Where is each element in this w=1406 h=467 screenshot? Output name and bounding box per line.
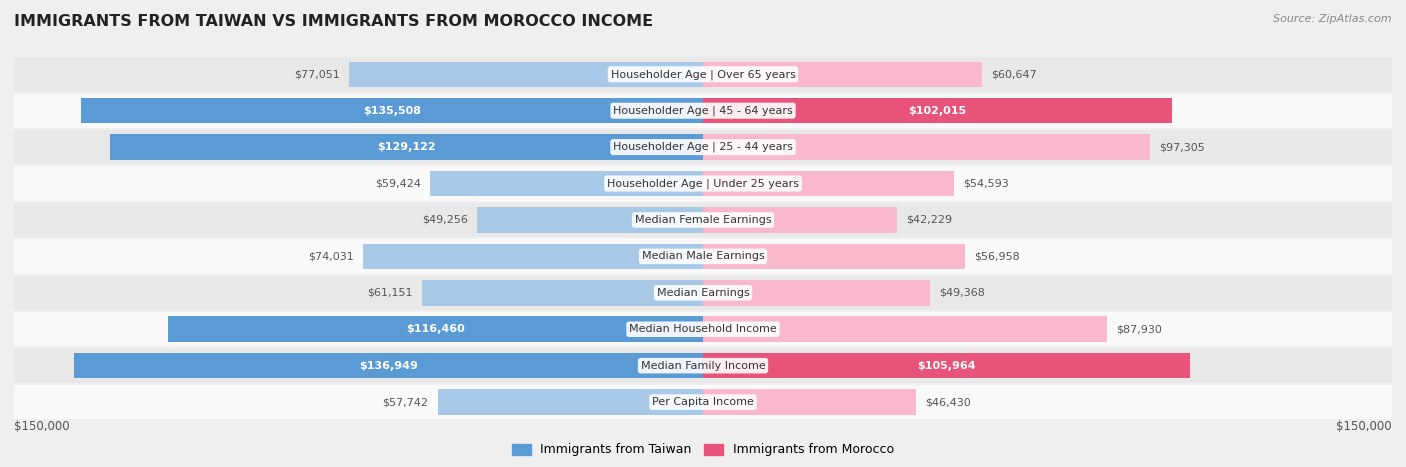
Bar <box>477 207 703 233</box>
Text: $57,742: $57,742 <box>382 397 429 407</box>
Bar <box>14 130 1392 164</box>
Text: $46,430: $46,430 <box>925 397 972 407</box>
Text: Householder Age | Over 65 years: Householder Age | Over 65 years <box>610 69 796 79</box>
Bar <box>14 57 1392 92</box>
Text: $135,508: $135,508 <box>363 106 420 116</box>
Bar <box>14 348 1392 383</box>
Bar <box>14 385 1392 419</box>
Text: $105,964: $105,964 <box>917 361 976 371</box>
Bar <box>703 317 1107 342</box>
Text: Per Capita Income: Per Capita Income <box>652 397 754 407</box>
Bar <box>75 353 703 378</box>
Bar <box>703 389 917 415</box>
Bar <box>363 244 703 269</box>
Bar <box>703 171 953 196</box>
Text: $97,305: $97,305 <box>1159 142 1205 152</box>
Text: IMMIGRANTS FROM TAIWAN VS IMMIGRANTS FROM MOROCCO INCOME: IMMIGRANTS FROM TAIWAN VS IMMIGRANTS FRO… <box>14 14 654 29</box>
Text: $136,949: $136,949 <box>359 361 418 371</box>
Text: Median Family Income: Median Family Income <box>641 361 765 371</box>
Text: $54,593: $54,593 <box>963 178 1008 189</box>
Bar <box>430 171 703 196</box>
Text: $150,000: $150,000 <box>1336 420 1392 433</box>
Bar <box>349 62 703 87</box>
Bar <box>422 280 703 305</box>
Text: Median Male Earnings: Median Male Earnings <box>641 251 765 262</box>
Text: $42,229: $42,229 <box>905 215 952 225</box>
Text: $77,051: $77,051 <box>294 69 340 79</box>
Bar <box>703 134 1150 160</box>
Text: $49,368: $49,368 <box>939 288 984 298</box>
Text: $60,647: $60,647 <box>991 69 1036 79</box>
Bar <box>703 244 965 269</box>
Bar <box>14 312 1392 347</box>
Bar <box>14 166 1392 201</box>
Bar <box>703 353 1189 378</box>
Text: $59,424: $59,424 <box>375 178 420 189</box>
Text: $74,031: $74,031 <box>308 251 354 262</box>
Text: $116,460: $116,460 <box>406 324 465 334</box>
Text: $129,122: $129,122 <box>377 142 436 152</box>
Text: Median Earnings: Median Earnings <box>657 288 749 298</box>
Legend: Immigrants from Taiwan, Immigrants from Morocco: Immigrants from Taiwan, Immigrants from … <box>506 439 900 461</box>
Text: Householder Age | Under 25 years: Householder Age | Under 25 years <box>607 178 799 189</box>
Text: Householder Age | 25 - 44 years: Householder Age | 25 - 44 years <box>613 142 793 152</box>
Bar <box>703 98 1171 123</box>
Bar <box>703 207 897 233</box>
Bar <box>437 389 703 415</box>
Bar <box>703 280 929 305</box>
Bar <box>14 239 1392 274</box>
Text: $49,256: $49,256 <box>422 215 468 225</box>
Bar <box>14 203 1392 237</box>
Text: Median Female Earnings: Median Female Earnings <box>634 215 772 225</box>
Bar <box>169 317 703 342</box>
Text: $87,930: $87,930 <box>1116 324 1161 334</box>
Bar <box>14 276 1392 310</box>
Text: Source: ZipAtlas.com: Source: ZipAtlas.com <box>1274 14 1392 24</box>
Text: Householder Age | 45 - 64 years: Householder Age | 45 - 64 years <box>613 106 793 116</box>
Text: $61,151: $61,151 <box>367 288 413 298</box>
Text: $56,958: $56,958 <box>974 251 1019 262</box>
Text: $102,015: $102,015 <box>908 106 966 116</box>
Bar <box>703 62 981 87</box>
Bar <box>110 134 703 160</box>
Text: Median Household Income: Median Household Income <box>628 324 778 334</box>
Bar <box>14 93 1392 128</box>
Text: $150,000: $150,000 <box>14 420 70 433</box>
Bar <box>80 98 703 123</box>
